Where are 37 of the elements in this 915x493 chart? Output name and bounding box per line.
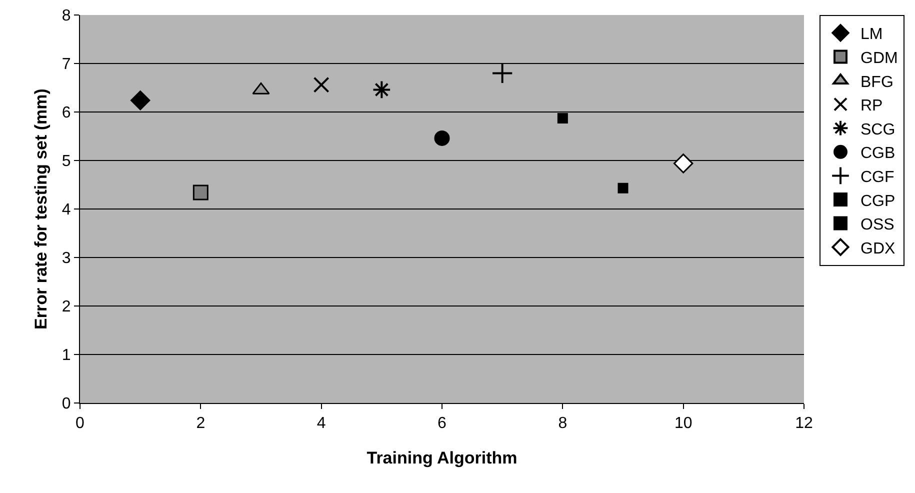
point: [130, 90, 150, 110]
y-tick-label: 4: [62, 202, 71, 219]
y-tick-label: 7: [62, 56, 71, 74]
y-tick-label: 2: [62, 298, 71, 316]
legend-label: OSS: [860, 216, 894, 234]
x-tick-label: 4: [316, 415, 326, 432]
x-tick-label: 10: [674, 415, 692, 432]
legend-label: GDX: [860, 240, 896, 258]
x-tick-label: 8: [558, 415, 568, 432]
point: [192, 184, 208, 200]
point: [557, 113, 568, 124]
x-tick-label: 12: [795, 415, 813, 432]
y-tick-label: 0: [62, 396, 71, 413]
x-tick-label: 2: [196, 415, 206, 432]
x-tick-label: 0: [76, 415, 85, 432]
y-tick-label: 3: [62, 250, 71, 268]
point: [673, 154, 694, 174]
y-tick-label: 6: [62, 104, 71, 122]
legend-label: CGB: [860, 145, 896, 162]
legend-label: RP: [860, 98, 883, 115]
point: [313, 76, 330, 93]
y-tick-label: 1: [62, 347, 71, 364]
point: [434, 130, 450, 146]
x-tick-label: 6: [438, 415, 447, 432]
legend-label: GDM: [860, 50, 898, 67]
x-axis-title: Training Algorithm: [366, 448, 518, 468]
legend-label: CGP: [860, 192, 896, 210]
point: [618, 182, 628, 194]
point: [492, 62, 514, 84]
y-tick-label: 8: [62, 8, 71, 25]
y-tick-label: 5: [62, 153, 71, 170]
legend-label: CGF: [860, 168, 894, 186]
legend-label: BFG: [860, 74, 894, 91]
legend-label: LM: [860, 26, 883, 44]
y-axis-title: Error rate for testing set (mm): [31, 88, 50, 330]
point: [372, 80, 392, 100]
legend-label: SCG: [860, 121, 896, 138]
